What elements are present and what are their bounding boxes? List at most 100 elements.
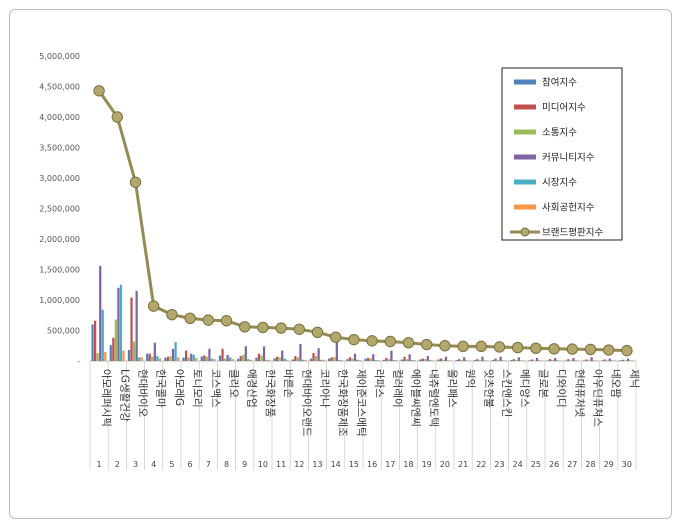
line-point-23 — [493, 341, 506, 353]
bar-미디어지수-24 — [512, 359, 515, 361]
bar-소통지수-3 — [132, 341, 136, 361]
bar-미디어지수-7 — [203, 355, 206, 361]
line-point-29 — [603, 344, 615, 356]
bar-미디어지수-15 — [348, 357, 352, 361]
bar-시장지수-16 — [374, 360, 377, 361]
bar-미디어지수-8 — [221, 348, 224, 361]
bar-미디어지수-5 — [166, 356, 170, 361]
bar-참여지수-2 — [109, 345, 112, 361]
bar-시장지수-20 — [447, 360, 450, 361]
bar-미디어지수-30 — [621, 359, 625, 361]
category-label: 원익 — [464, 369, 476, 388]
bar-시장지수-14 — [338, 359, 341, 361]
bar-참여지수-4 — [146, 353, 149, 361]
line-point-20 — [439, 340, 451, 352]
line-point-3 — [129, 176, 142, 188]
rank-label: 7 — [206, 460, 211, 469]
bar-시장지수-30 — [629, 360, 632, 361]
bar-미디어지수-17 — [385, 357, 388, 361]
bar-사회공헌지수-20 — [449, 360, 453, 361]
bar-참여지수-1 — [91, 324, 94, 361]
bar-참여지수-22 — [473, 360, 476, 361]
bar-미디어지수-11 — [276, 356, 279, 361]
category-label: 아모레퍼시픽 — [100, 369, 112, 427]
legend-label-사회공헌지수: 사회공헌지수 — [542, 203, 595, 214]
bar-시장지수-5 — [174, 342, 177, 361]
legend-swatch-미디어지수 — [514, 104, 536, 110]
bar-참여지수-26 — [546, 360, 549, 361]
category-label: 코리아나 — [319, 369, 331, 408]
category-label: 에이블씨엔씨 — [410, 369, 422, 427]
bar-소통지수-15 — [351, 358, 354, 361]
line-point-19 — [421, 338, 433, 351]
rank-label: 26 — [549, 460, 559, 469]
bar-소통지수-19 — [424, 359, 427, 361]
bar-소통지수-18 — [405, 359, 409, 361]
y-tick-label: 3,000,000 — [39, 174, 80, 183]
bar-시장지수-17 — [392, 360, 396, 361]
bar-소통지수-6 — [187, 357, 190, 361]
y-tick-label: 4,000,000 — [39, 113, 80, 122]
bar-시장지수-25 — [538, 360, 541, 361]
bar-소통지수-23 — [496, 360, 500, 361]
bar-참여지수-19 — [419, 359, 422, 361]
category-label: 한국콜마 — [155, 369, 167, 408]
bar-시장지수-26 — [556, 360, 559, 361]
category-label: 현대바이오랜드 — [300, 369, 312, 437]
line-point-16 — [366, 335, 378, 347]
legend-label-소통지수: 소통지수 — [542, 128, 577, 139]
rank-label: 3 — [133, 460, 138, 469]
line-point-11 — [275, 322, 287, 334]
rank-label: 28 — [585, 460, 595, 469]
bar-커뮤니티지수-3 — [135, 290, 138, 361]
category-label: 현대바이오 — [137, 369, 149, 418]
bar-미디어지수-3 — [130, 297, 133, 361]
category-label: 애경산업 — [246, 369, 259, 408]
category-label: 네오팜 — [610, 369, 622, 398]
bar-사회공헌지수-17 — [395, 360, 398, 361]
line-point-7 — [202, 314, 215, 326]
bar-미디어지수-13 — [312, 353, 315, 361]
category-label: 현대퓨처넷 — [573, 369, 585, 418]
bar-소통지수-7 — [205, 356, 208, 361]
bar-미디어지수-23 — [494, 358, 497, 361]
line-point-10 — [257, 321, 269, 334]
bar-소통지수-28 — [587, 360, 591, 361]
bar-소통지수-25 — [533, 360, 536, 361]
bar-시장지수-19 — [429, 360, 432, 361]
bar-참여지수-13 — [309, 358, 313, 361]
y-tick-label: 4,500,000 — [39, 83, 80, 92]
bar-시장지수-28 — [593, 360, 596, 361]
x-labels: 아모레퍼시픽 1 LG생활건강 2 현대바이오 3 한국콜마 4 아모레G 5 토니모리 6 코스맥스 7… — [97, 369, 640, 469]
legend-label-미디어지수: 미디어지수 — [542, 103, 586, 114]
bar-사회공헌지수-22 — [486, 360, 489, 361]
line-point-25 — [530, 342, 542, 354]
bar-커뮤니티지수-14 — [335, 338, 338, 361]
bar-소통지수-1 — [96, 353, 99, 361]
bar-시장지수-22 — [483, 360, 487, 361]
bar-소통지수-30 — [624, 360, 627, 361]
bar-미디어지수-18 — [403, 356, 406, 361]
y-tick-label: 2,000,000 — [39, 235, 80, 244]
bar-커뮤니티지수-30 — [626, 358, 630, 361]
bar-소통지수-22 — [478, 360, 481, 361]
bar-미디어지수-28 — [585, 359, 588, 361]
bar-참여지수-9 — [237, 358, 240, 361]
legend-swatch-marker — [520, 227, 530, 237]
bar-사회공헌지수-29 — [613, 360, 617, 361]
category-label: 올리패스 — [446, 369, 458, 408]
rank-label: 30 — [622, 460, 632, 469]
bar-참여지수-14 — [328, 358, 331, 361]
line-point-15 — [348, 333, 360, 346]
category-label: 라파스 — [373, 369, 385, 398]
bar-소통지수-14 — [333, 357, 336, 361]
line-point-22 — [475, 340, 487, 353]
rank-label: 8 — [224, 460, 229, 469]
bar-사회공헌지수-24 — [522, 360, 526, 361]
bar-사회공헌지수-13 — [322, 359, 325, 361]
rank-label: 14 — [331, 460, 341, 469]
line-point-30 — [621, 344, 633, 357]
rank-label: 22 — [476, 460, 486, 469]
bars-layer — [91, 265, 635, 361]
